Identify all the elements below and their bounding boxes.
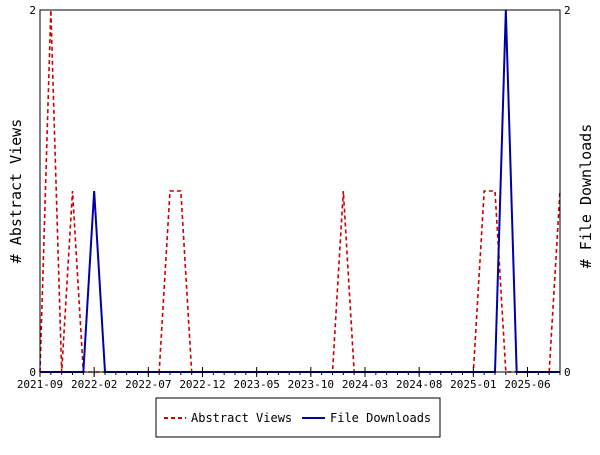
legend-label-file-downloads: File Downloads	[330, 411, 431, 425]
y-left-tick-label: 2	[29, 4, 36, 17]
plot-frame	[39, 9, 561, 373]
x-tick-label: 2024-08	[396, 378, 442, 391]
y-left-tick-label: 0	[29, 366, 36, 379]
y-right-tick-label: 2	[564, 4, 571, 17]
y-axis-left-title: # Abstract Views	[7, 119, 25, 264]
x-tick-label: 2025-06	[504, 378, 550, 391]
axis-ticks: 2021-09 2022-02 2022-07 2022-12 2023-05 2023-…	[17, 4, 571, 391]
series-line-abstract-views	[39, 9, 561, 373]
chart-marks	[39, 9, 561, 373]
series-line-file-downloads	[40, 9, 560, 373]
y-axis-right-title: # File Downloads	[577, 124, 595, 269]
x-tick-label: 2024-03	[342, 378, 388, 391]
x-tick-label: 2023-05	[233, 378, 279, 391]
data-point-abstract-views	[494, 190, 496, 192]
y-right-tick-label: 0	[564, 366, 571, 379]
data-point-abstract-views	[180, 190, 182, 192]
x-tick-label: 2022-02	[71, 378, 117, 391]
legend: Abstract Views File Downloads	[155, 397, 441, 438]
x-tick-label: 2022-12	[179, 378, 225, 391]
data-point-abstract-views	[342, 190, 344, 192]
x-tick-label: 2021-09	[17, 378, 63, 391]
x-tick-label: 2023-10	[288, 378, 334, 391]
x-tick-label: 2022-07	[125, 378, 171, 391]
data-point-file-downloads	[93, 190, 95, 192]
data-point-abstract-views	[72, 190, 74, 192]
x-tick-label: 2025-01	[450, 378, 496, 391]
legend-box	[155, 397, 441, 438]
legend-label-abstract-views: Abstract Views	[191, 411, 292, 425]
data-point-abstract-views	[483, 190, 485, 192]
data-point-abstract-views	[169, 190, 171, 192]
